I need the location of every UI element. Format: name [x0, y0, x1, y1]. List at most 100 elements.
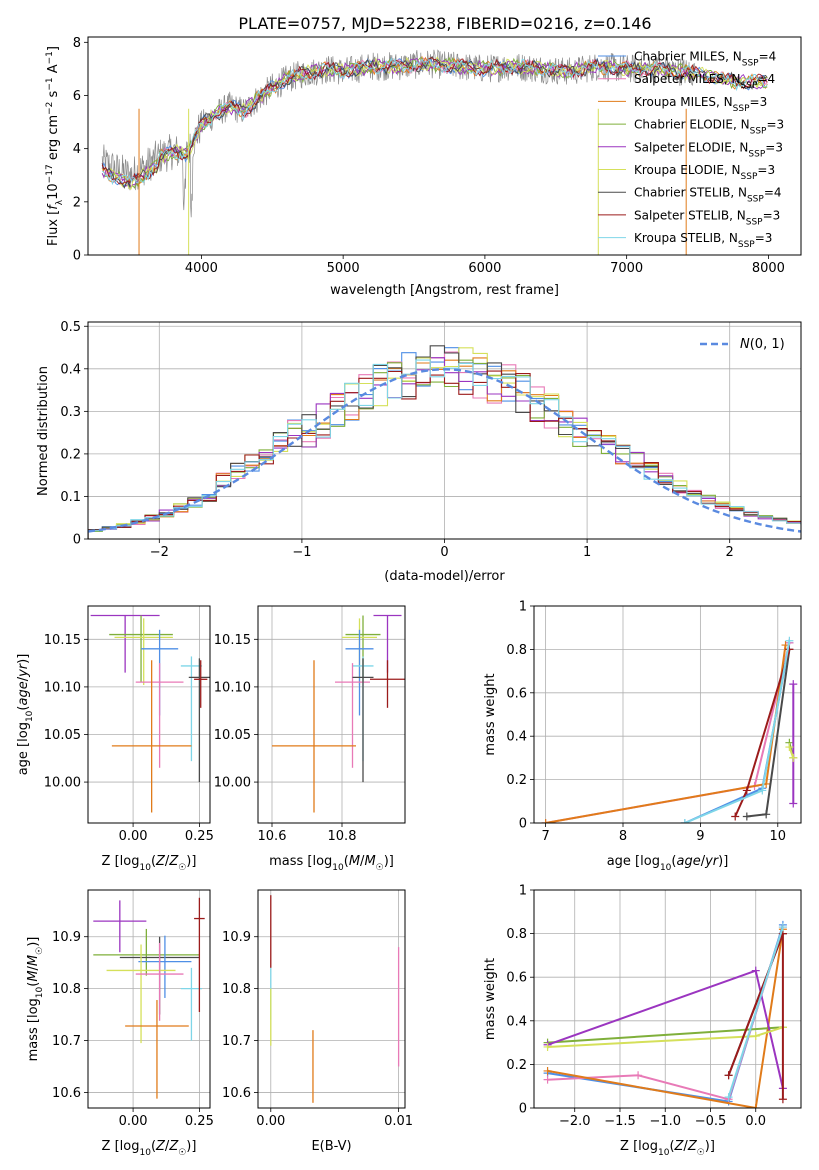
model-spectrum-line: [101, 57, 768, 186]
axes-frame: [87, 36, 802, 256]
y-axis-label-part: −1: [45, 51, 55, 64]
x-axis-label-part: 10: [660, 863, 672, 873]
y-axis-label-part: )]: [16, 654, 31, 664]
x-tick-label: 2: [726, 545, 734, 560]
legend-label: Kroupa STELIB, NSSP=3: [634, 231, 772, 250]
x-axis-label-part: /: [165, 854, 170, 869]
legend-label-part: N: [740, 337, 750, 352]
x-tick-label: −2: [150, 545, 169, 560]
legend-label: Chabrier ELODIE, NSSP=3: [634, 118, 784, 137]
legend-label: Salpeter MILES, NSSP=4: [634, 72, 775, 91]
y-tick-label: 1: [519, 884, 527, 899]
axes-frame: [533, 889, 802, 1109]
axes-frame: [533, 605, 802, 824]
plot-area: [272, 614, 405, 813]
y-tick-label: 0.8: [506, 927, 527, 942]
y-tick-label: 10.10: [214, 680, 251, 695]
x-axis-label-part: 10: [658, 1148, 670, 1158]
y-tick-label: 10.00: [214, 776, 251, 791]
y-axis-label-part: yr: [16, 662, 31, 678]
legend-label-part: =4: [764, 186, 782, 200]
x-axis-label-part: ☉: [697, 1148, 705, 1158]
figure-title: PLATE=0757, MJD=52238, FIBERID=0216, z=0…: [238, 14, 651, 33]
legend-label-part: SSP: [750, 127, 767, 137]
legend-label-part: Salpeter ELODIE, N: [634, 140, 748, 154]
weight-line: [547, 929, 784, 1108]
y-tick-label: 10.7: [222, 1034, 251, 1049]
axes-frame: [87, 605, 211, 824]
x-tick-label: 8: [619, 829, 627, 844]
x-axis-label-part: mass [log: [269, 854, 332, 869]
y-axis-label-part: (: [16, 706, 31, 711]
weight-marker: [751, 966, 760, 975]
y-tick-label: 10.7: [52, 1034, 81, 1049]
legend-label: Chabrier STELIB, NSSP=4: [634, 186, 782, 205]
y-axis-label-part: (: [26, 982, 41, 987]
weight-marker: [789, 680, 798, 689]
y-axis-label-part: λ: [55, 199, 65, 205]
y-tick-label: 10.9: [222, 930, 251, 945]
y-tick-label: 10.15: [44, 633, 81, 648]
legend-label-part: SSP: [748, 149, 765, 159]
x-axis-label-part: E(B-V): [311, 1139, 351, 1154]
legend-label-part: =3: [766, 118, 784, 132]
x-tick-label: 10.6: [258, 829, 287, 844]
y-tick-label: 10.6: [222, 1086, 251, 1101]
x-axis-label-part: Z [log: [102, 1139, 140, 1154]
x-axis-label: E(B-V): [311, 1139, 351, 1154]
x-tick-label: −1.5: [604, 1114, 636, 1129]
x-axis-label-part: Z: [155, 854, 166, 869]
x-tick-label: −0.5: [695, 1114, 727, 1129]
x-axis-label-part: age: [676, 854, 700, 869]
y-axis-label-part: )]: [26, 937, 41, 947]
y-tick-label: 0.5: [60, 320, 81, 335]
y-tick-label: 0: [519, 817, 527, 832]
x-axis-label-part: /: [165, 1139, 170, 1154]
legend-label-part: =4: [759, 50, 777, 64]
legend-label: Chabrier MILES, NSSP=4: [634, 50, 776, 69]
y-tick-label: 0.6: [506, 971, 527, 986]
weight-marker: [724, 1093, 733, 1102]
plot-area: [541, 636, 798, 823]
weight-line: [545, 642, 791, 823]
y-tick-label: 0: [73, 249, 81, 264]
y-tick-label: 4: [73, 142, 81, 157]
x-tick-label: 9: [696, 829, 704, 844]
weight-marker: [541, 819, 550, 823]
x-tick-label: 0.00: [119, 829, 148, 844]
x-tick-label: 0.01: [384, 1114, 413, 1129]
x-axis-label-part: Z: [687, 1139, 698, 1154]
x-axis-label: Z [log10(Z/Z☉)]: [102, 854, 197, 873]
plot-area: [270, 895, 400, 1103]
y-tick-label: 0.2: [60, 447, 81, 462]
x-tick-label: 10: [770, 829, 787, 844]
weight-marker: [778, 923, 787, 932]
y-tick-label: 0.8: [506, 643, 527, 658]
weight-marker: [543, 1042, 552, 1051]
weight-marker: [751, 1032, 760, 1041]
x-axis-label-part: ☉: [178, 1148, 186, 1158]
y-axis-label-part: ]: [46, 46, 61, 51]
y-axis-label: age [log10(age/yr)]: [16, 654, 35, 776]
x-axis-label-part: ☉: [376, 863, 384, 873]
y-axis-label-part: 10: [46, 183, 61, 200]
histogram-step: [88, 359, 801, 539]
y-tick-label: 0.1: [60, 490, 81, 505]
weight-marker: [731, 812, 740, 821]
axes-frame: [257, 605, 406, 824]
legend-label-part: Chabrier ELODIE, N: [634, 118, 750, 132]
plot-area: [90, 614, 210, 813]
y-tick-label: 0.4: [60, 362, 81, 377]
y-axis-label-part: Flux [: [46, 210, 61, 246]
y-axis-label: Flux [fλ10−17 erg cm−2 s−1 A−1]: [45, 46, 65, 246]
legend-label-part: =4: [757, 72, 775, 86]
x-axis-label-part: /: [701, 854, 706, 869]
legend-label-part: Salpeter MILES, N: [634, 72, 741, 86]
legend-label-part: =3: [765, 140, 783, 154]
y-tick-label: 8: [73, 36, 81, 51]
x-axis-label: age [log10(age/yr)]: [607, 854, 729, 873]
x-tick-label: 0.00: [256, 1114, 285, 1129]
legend-label-part: Kroupa ELODIE, N: [634, 163, 741, 177]
